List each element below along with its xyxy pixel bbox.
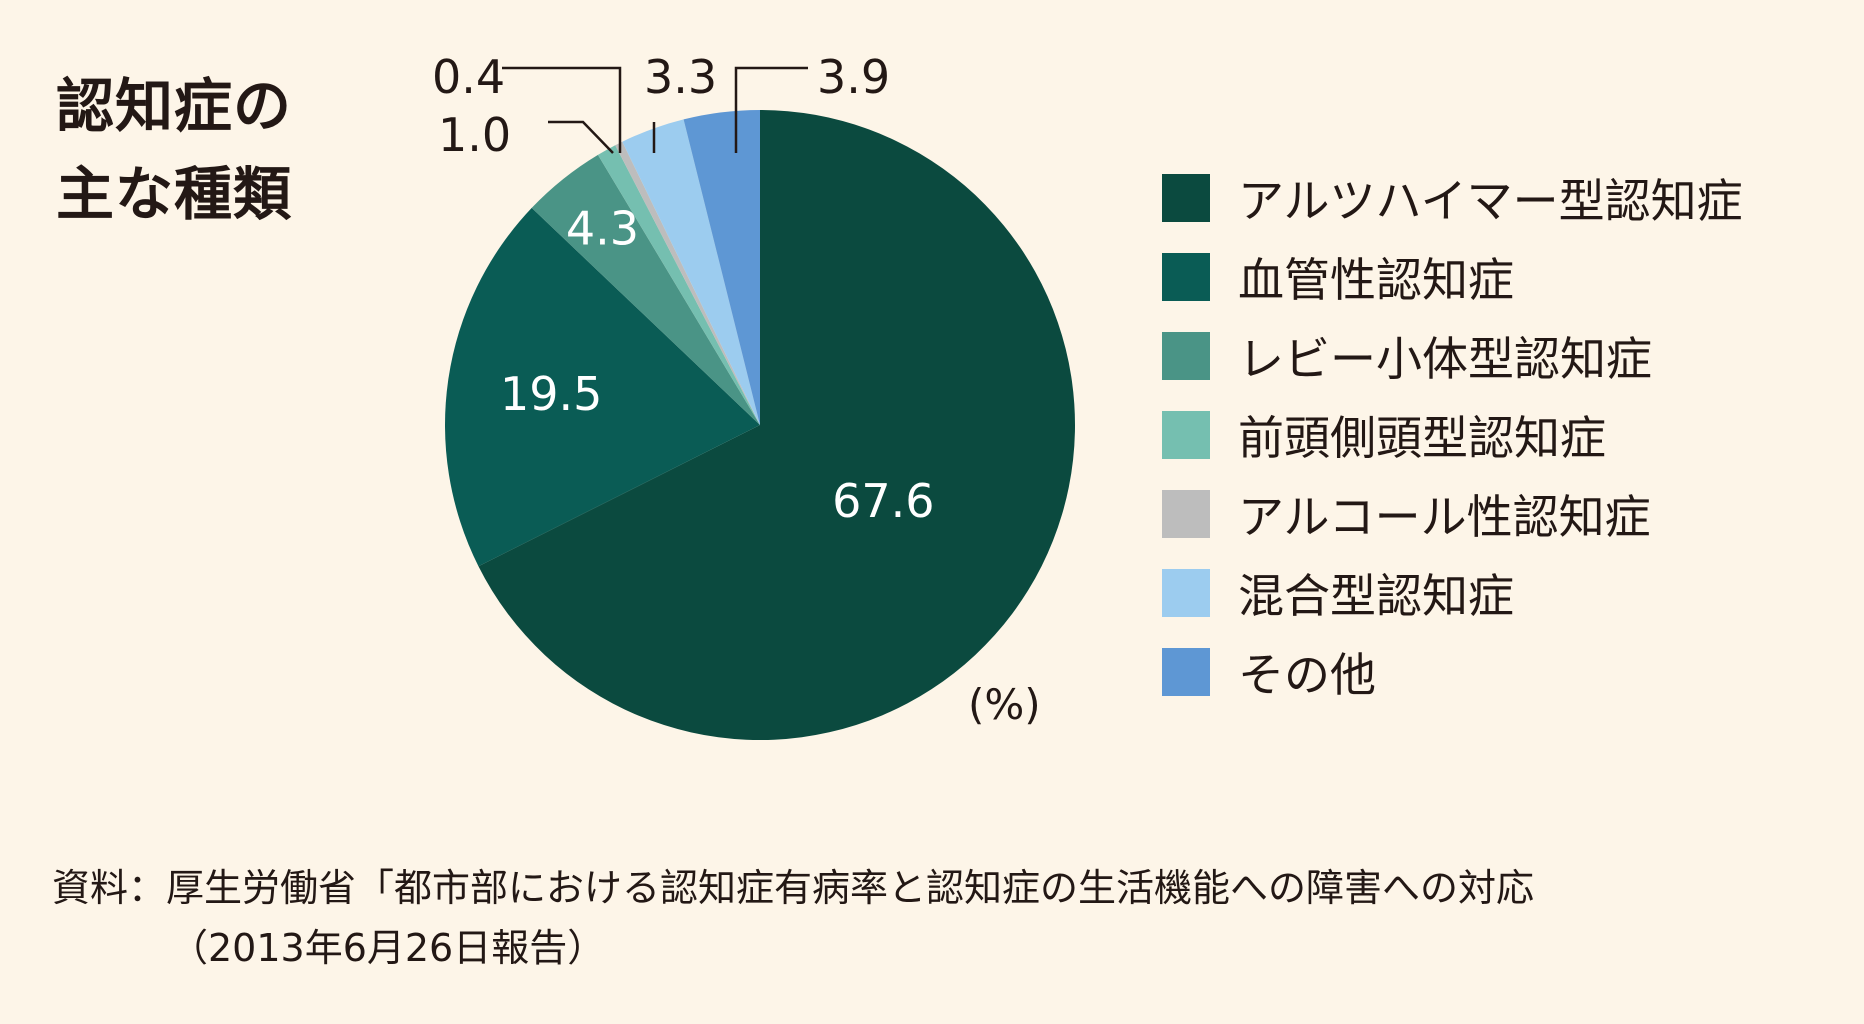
- legend-item-7: その他: [1162, 632, 1743, 711]
- legend-label: 前頭側頭型認知症: [1238, 410, 1606, 465]
- source-note: 資料：厚生労働省「都市部における認知症有病率と認知症の生活機能への障害への対応 …: [52, 858, 1534, 978]
- slice-value-label-5: 0.4: [432, 50, 505, 104]
- legend-item-2: 血管性認知症: [1162, 237, 1743, 316]
- slice-value-label-2: 19.5: [500, 367, 602, 421]
- legend-label: レビー小体型認知症: [1238, 331, 1652, 386]
- legend-item-6: 混合型認知症: [1162, 553, 1743, 632]
- pie-slice-5: [615, 141, 760, 425]
- chart-title-line1: 認知症の: [56, 72, 293, 140]
- legend-label: アルコール性認知症: [1238, 489, 1651, 544]
- pie-slice-1: [478, 110, 1076, 741]
- slice-value-label-6: 3.3: [644, 50, 717, 104]
- source-line1: 資料：厚生労働省「都市部における認知症有病率と認知症の生活機能への障害への対応: [52, 866, 1535, 910]
- slice-value-label-1: 67.6: [832, 474, 934, 528]
- legend-label: 血管性認知症: [1238, 252, 1514, 307]
- legend-item-3: レビー小体型認知症: [1162, 316, 1743, 395]
- chart-title: 認知症の 主な種類: [56, 62, 356, 238]
- legend-swatch: [1162, 410, 1210, 459]
- chart-title-line2: 主な種類: [56, 160, 293, 228]
- leader-line-4: [548, 120, 614, 154]
- pie-slice-7: [683, 110, 760, 425]
- legend-label: アルツハイマー型認知症: [1238, 173, 1743, 228]
- pie-slice-3: [531, 154, 760, 425]
- legend-swatch: [1162, 568, 1210, 617]
- pie-slice-6: [622, 119, 760, 425]
- pie-slice-4: [597, 145, 760, 426]
- leader-line-7: [734, 66, 808, 153]
- source-line2: （2013年6月26日報告）: [170, 926, 606, 970]
- legend-swatch: [1162, 252, 1210, 301]
- slice-value-label-7: 3.9: [817, 50, 890, 104]
- legend-label: その他: [1238, 647, 1376, 702]
- legend-item-4: 前頭側頭型認知症: [1162, 395, 1743, 474]
- unit-label: (%): [968, 680, 1041, 729]
- slice-value-label-4: 1.0: [438, 108, 511, 162]
- legend-label: 混合型認知症: [1238, 568, 1514, 623]
- legend-item-5: アルコール性認知症: [1162, 474, 1743, 553]
- legend-swatch: [1162, 489, 1210, 538]
- legend-swatch: [1162, 647, 1210, 696]
- slice-value-label-3: 4.3: [566, 201, 639, 255]
- legend: アルツハイマー型認知症 血管性認知症レビー小体型認知症 前頭側頭型認知症 アルコール性…: [1162, 158, 1743, 711]
- leader-line-5: [502, 66, 622, 153]
- legend-item-1: アルツハイマー型認知症: [1162, 158, 1743, 237]
- pie-slice-2: [444, 207, 760, 567]
- legend-swatch: [1162, 173, 1210, 222]
- legend-swatch: [1162, 331, 1210, 380]
